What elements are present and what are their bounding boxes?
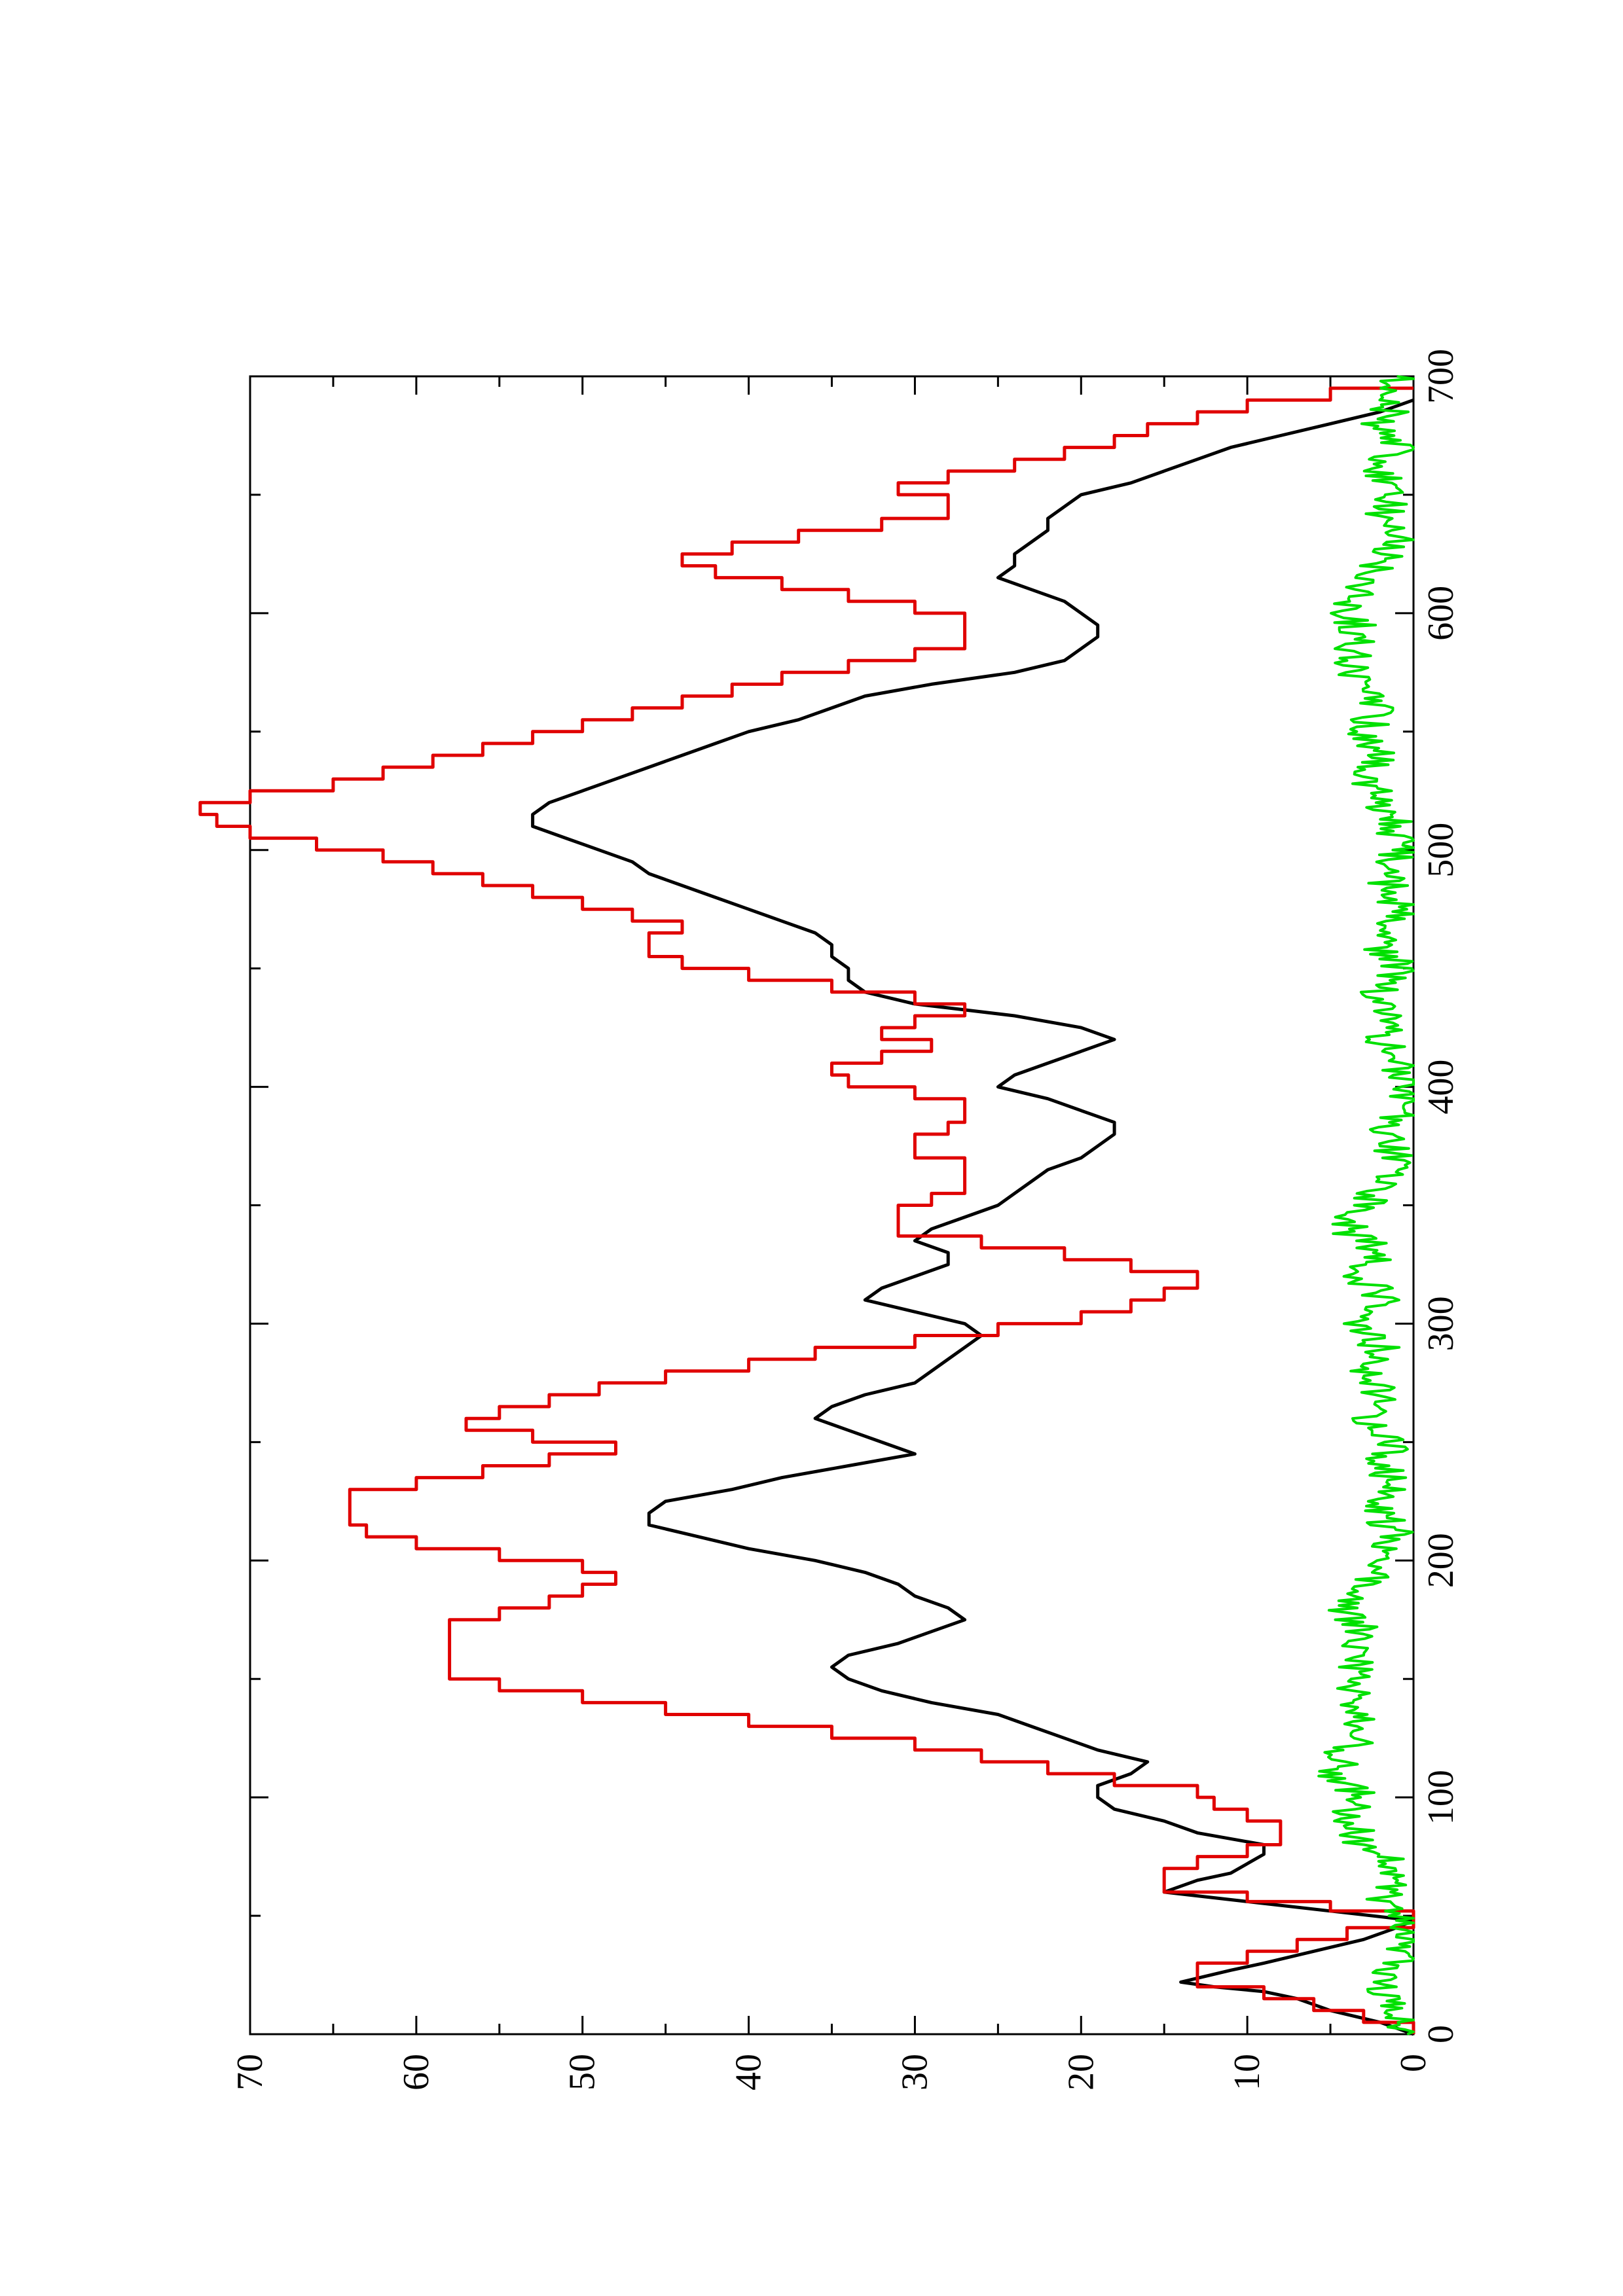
x-tick-label: 700 xyxy=(1421,349,1461,404)
y-tick-label: 0 xyxy=(1393,2054,1434,2072)
series-line-2 xyxy=(198,386,1415,2034)
x-tick-label: 100 xyxy=(1421,1770,1461,1825)
y-tick-label: 40 xyxy=(729,2054,769,2090)
y-tick-label: 20 xyxy=(1061,2054,1101,2090)
y-tick-label: 10 xyxy=(1227,2054,1267,2090)
series-line-1 xyxy=(531,398,1415,2036)
y-tick-label: 70 xyxy=(230,2054,270,2090)
x-tick-label: 600 xyxy=(1421,586,1461,641)
plot-frame xyxy=(249,375,1415,2036)
series-line-3 xyxy=(1317,375,1415,2036)
x-tick-label: 400 xyxy=(1421,1060,1461,1115)
y-tick-label: 30 xyxy=(894,2054,935,2090)
x-tick-label: 0 xyxy=(1421,2025,1461,2043)
x-tick-label: 200 xyxy=(1421,1533,1461,1588)
x-tick-label: 500 xyxy=(1421,823,1461,878)
y-tick-label: 60 xyxy=(396,2054,437,2090)
y-tick-label: 50 xyxy=(562,2054,603,2090)
x-tick-label: 300 xyxy=(1421,1296,1461,1351)
